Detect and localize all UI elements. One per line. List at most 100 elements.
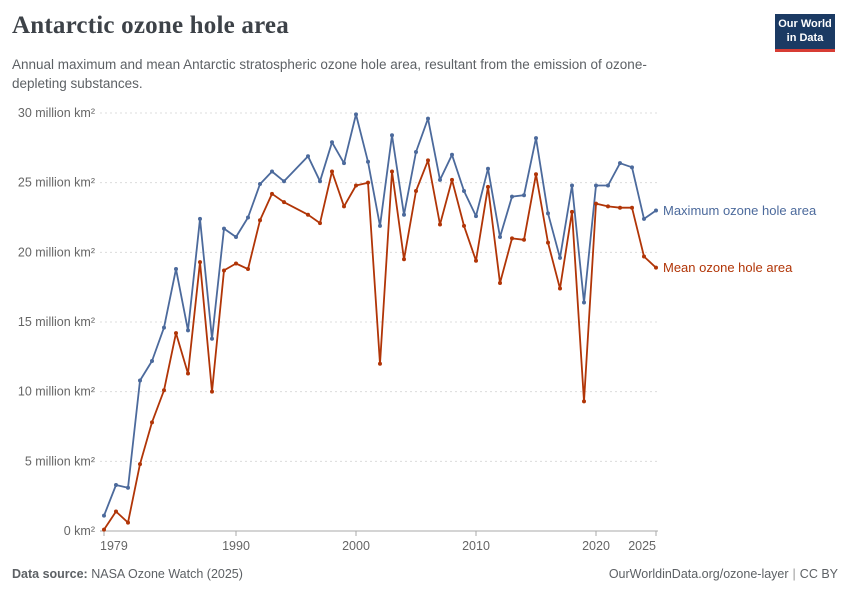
data-point: [114, 509, 118, 514]
series-line-mean: [103, 159, 657, 531]
data-point: [306, 154, 310, 159]
data-point: [534, 136, 538, 141]
data-point: [162, 325, 166, 330]
data-point: [510, 236, 514, 241]
data-point: [402, 257, 406, 262]
data-point: [546, 211, 550, 216]
data-point: [234, 261, 238, 266]
data-point: [606, 204, 610, 209]
footer-license: CC BY: [799, 567, 838, 581]
owid-logo[interactable]: Our World in Data: [775, 14, 835, 52]
legend-label-mean: Mean ozone hole area: [663, 260, 793, 275]
data-point: [474, 258, 478, 263]
x-axis-label: 1990: [222, 539, 250, 553]
data-point: [594, 201, 598, 206]
data-point: [138, 462, 142, 467]
data-point: [450, 177, 454, 182]
data-point: [138, 378, 142, 383]
data-point: [126, 485, 130, 490]
series-line-maximum: [103, 113, 657, 517]
data-point: [642, 216, 646, 221]
data-point: [150, 420, 154, 425]
data-point: [174, 331, 178, 336]
data-point: [258, 218, 262, 223]
data-point: [522, 193, 526, 198]
data-point: [486, 166, 490, 171]
data-point: [186, 371, 190, 376]
logo-line2: in Data: [786, 31, 824, 44]
data-point: [342, 204, 346, 209]
data-point: [102, 527, 106, 532]
data-point: [270, 169, 274, 174]
chart-subtitle: Annual maximum and mean Antarctic strato…: [12, 57, 647, 91]
data-point: [366, 159, 370, 164]
data-point: [378, 361, 382, 366]
data-point: [210, 389, 214, 394]
data-point: [558, 255, 562, 260]
data-point: [378, 223, 382, 228]
data-point: [462, 223, 466, 228]
data-point: [618, 205, 622, 210]
data-point: [546, 240, 550, 245]
data-point: [282, 200, 286, 205]
x-axis-label: 2020: [582, 539, 610, 553]
data-point: [222, 268, 226, 273]
data-point: [330, 140, 334, 145]
x-axis-label: 2025: [628, 539, 656, 553]
data-point: [186, 328, 190, 333]
data-point: [390, 169, 394, 174]
y-axis-label: 20 million km²: [18, 245, 95, 259]
data-point: [558, 286, 562, 291]
x-axis-label: 2000: [342, 539, 370, 553]
data-point: [426, 158, 430, 163]
data-point: [618, 161, 622, 166]
logo-line1: Our World: [778, 18, 832, 30]
data-point: [390, 133, 394, 138]
y-axis-label: 10 million km²: [18, 385, 95, 399]
data-point: [630, 205, 634, 210]
data-point: [330, 169, 334, 174]
data-point: [198, 216, 202, 221]
y-axis-label: 25 million km²: [18, 176, 95, 190]
data-point: [450, 152, 454, 157]
data-point: [438, 177, 442, 182]
data-point: [306, 212, 310, 217]
data-point: [210, 336, 214, 341]
footer-right: OurWorldinData.org/ozone-layer | CC BY: [609, 567, 838, 581]
data-source: Data source: NASA Ozone Watch (2025): [12, 567, 243, 581]
data-point: [606, 183, 610, 188]
data-point: [258, 182, 262, 187]
footer-url[interactable]: OurWorldinData.org/ozone-layer: [608, 567, 789, 581]
data-point: [510, 194, 514, 199]
footer-separator: |: [792, 567, 796, 581]
data-point: [462, 189, 466, 194]
data-point: [438, 222, 442, 227]
data-point: [162, 388, 166, 393]
data-point: [246, 267, 250, 272]
data-point: [318, 179, 322, 184]
data-point: [570, 209, 574, 214]
data-point: [570, 183, 574, 188]
data-point: [282, 179, 286, 184]
x-axis-label: 1979: [100, 539, 128, 553]
chart-footer: Data source: NASA Ozone Watch (2025) Our…: [12, 567, 838, 581]
data-point: [630, 165, 634, 170]
legend-label-maximum: Maximum ozone hole area: [663, 203, 817, 218]
data-point: [354, 112, 358, 117]
data-point: [654, 265, 658, 270]
y-axis-label: 0 km²: [64, 524, 95, 538]
y-axis-label: 5 million km²: [25, 454, 95, 468]
data-point: [174, 267, 178, 272]
data-point: [246, 215, 250, 220]
line-chart: 30 million km² 25 million km² 20 million k…: [18, 106, 817, 553]
chart-title: Antarctic ozone hole area: [12, 12, 289, 39]
data-point: [318, 221, 322, 226]
data-point: [222, 226, 226, 231]
data-point: [642, 254, 646, 259]
data-point: [534, 172, 538, 177]
y-axis-label: 15 million km²: [18, 315, 95, 329]
data-point: [582, 300, 586, 305]
data-point: [366, 180, 370, 185]
data-point: [474, 214, 478, 219]
